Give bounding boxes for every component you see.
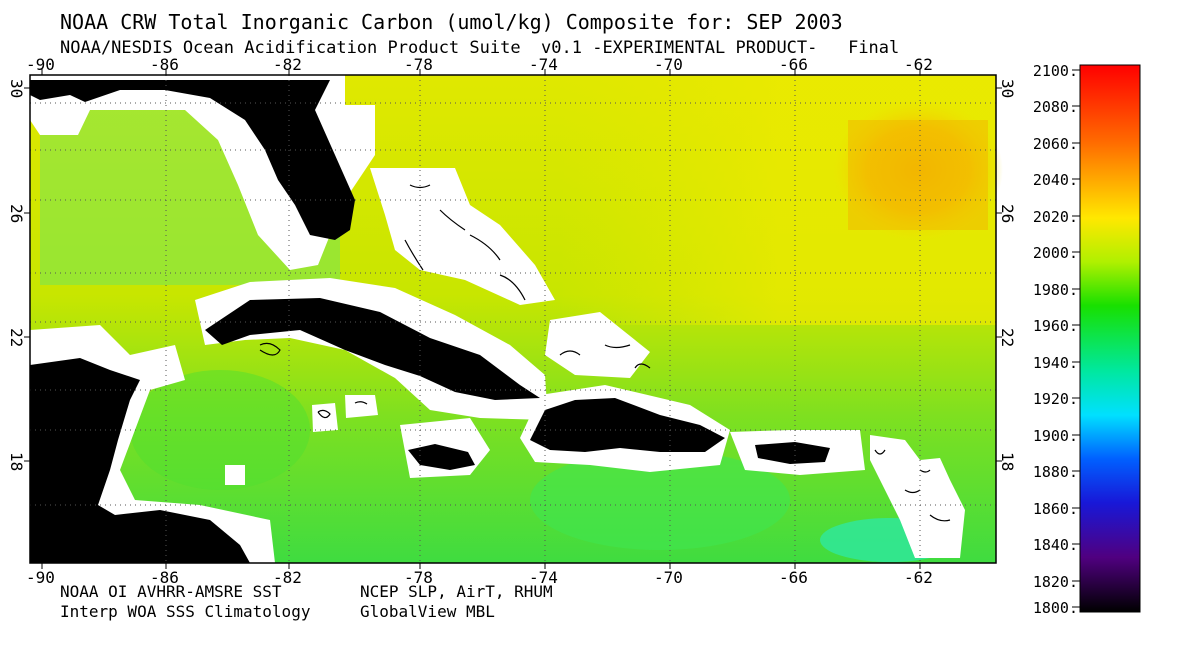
lat-labels-left: 30 26 22 18: [7, 79, 26, 471]
colorbar-label: 1960.: [1033, 317, 1078, 335]
lon-label: -82: [273, 568, 302, 587]
island-outlines: [259, 184, 951, 522]
lat-label: 26: [998, 204, 1017, 223]
lon-label: -70: [654, 568, 683, 587]
colorbar-label: 2020.: [1033, 208, 1078, 226]
colorbar-label: 2060.: [1033, 135, 1078, 153]
cuba: [205, 298, 540, 400]
lat-labels-right: 30 26 22 18: [998, 79, 1017, 471]
lon-label: -86: [150, 568, 179, 587]
tick-marks: [24, 69, 1002, 569]
lon-labels-top: -90 -86 -82 -78 -74 -70 -66 -62: [26, 55, 933, 74]
footer-mbl-source: GlobalView MBL: [360, 602, 495, 621]
lat-label: 18: [7, 452, 26, 471]
colorbar-label: 1880.: [1033, 463, 1078, 481]
colorbar-label: 1940.: [1033, 354, 1078, 372]
colorbar-label: 2100.: [1033, 62, 1078, 80]
map-frame: [29, 74, 997, 564]
colorbar-label: 1980.: [1033, 281, 1078, 299]
footer-sss-source: Interp WOA SSS Climatology: [60, 602, 311, 621]
hispaniola: [530, 398, 725, 452]
lon-label: -62: [904, 568, 933, 587]
lon-label: -90: [26, 568, 55, 587]
colorbar-label: 1820.: [1033, 573, 1078, 591]
colorbar-label: 1840.: [1033, 536, 1078, 554]
lon-label: -78: [404, 55, 433, 74]
footer-sst-source: NOAA OI AVHRR-AMSRE SST: [60, 582, 282, 601]
landmass: [30, 80, 830, 563]
lon-label: -62: [904, 55, 933, 74]
yucatan-central-america: [30, 358, 250, 563]
lat-label: 26: [7, 204, 26, 223]
footer-ncep-source: NCEP SLP, AirT, RHUM: [360, 582, 553, 601]
colorbar-label: 2000.: [1033, 244, 1078, 262]
lon-labels-bottom: -90 -86 -82 -78 -74 -70 -66 -62: [26, 568, 933, 587]
lon-label: -66: [779, 568, 808, 587]
lon-label: -74: [529, 55, 558, 74]
map-subtitle: NOAA/NESDIS Ocean Acidification Product …: [60, 38, 900, 58]
colorbar-label: 1860.: [1033, 500, 1078, 518]
colorbar-label: 1920.: [1033, 390, 1078, 408]
colorbar: 2100. 2080. 2060. 2040. 2020. 2000. 1980…: [1033, 62, 1141, 617]
lon-label: -78: [404, 568, 433, 587]
colorbar-label: 1900.: [1033, 427, 1078, 445]
lat-label: 30: [7, 79, 26, 98]
lon-label: -74: [529, 568, 558, 587]
lon-label: -70: [654, 55, 683, 74]
puerto-rico: [755, 442, 830, 464]
lat-label: 22: [998, 328, 1017, 347]
lon-label: -86: [150, 55, 179, 74]
ocean-field: [30, 75, 1003, 563]
colorbar-label: 2040.: [1033, 171, 1078, 189]
lon-label: -82: [273, 55, 302, 74]
lat-label: 22: [7, 328, 26, 347]
jamaica: [408, 444, 475, 470]
lat-label: 18: [998, 452, 1017, 471]
lat-label: 30: [998, 79, 1017, 98]
colorbar-label: 2080.: [1033, 98, 1078, 116]
lon-label: -90: [26, 55, 55, 74]
colorbar-label: 1800.: [1033, 599, 1078, 617]
colorbar-scale: [1079, 64, 1141, 613]
graticule: [30, 75, 996, 563]
map-title: NOAA CRW Total Inorganic Carbon (umol/kg…: [60, 10, 843, 34]
lon-label: -66: [779, 55, 808, 74]
